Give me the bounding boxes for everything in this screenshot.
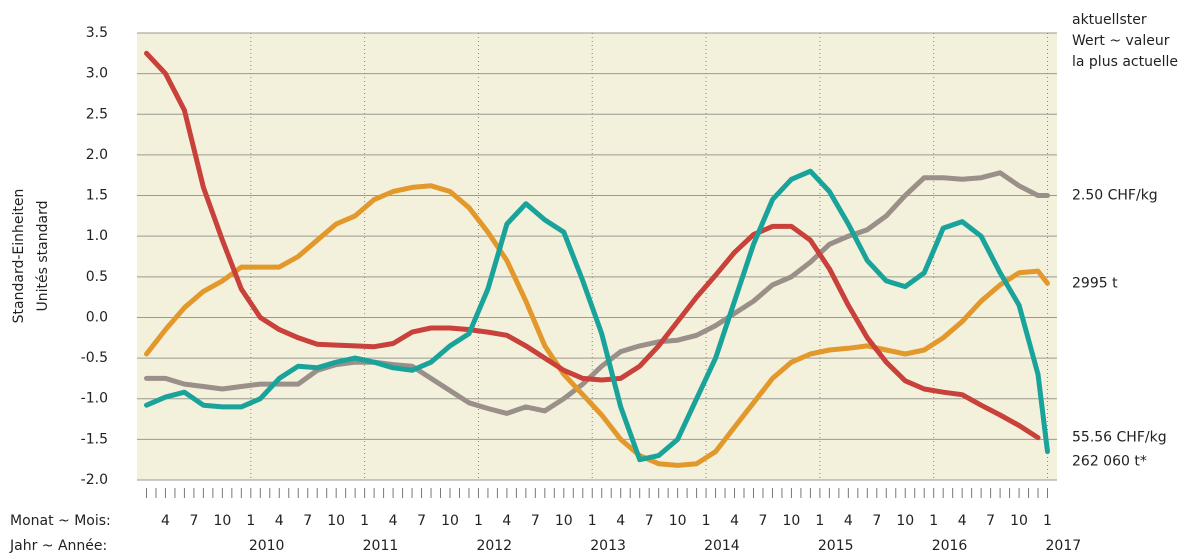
x-tick-label: 4 bbox=[389, 513, 398, 529]
series-line bbox=[144, 168, 1050, 463]
x-tick-label: 1 bbox=[588, 513, 597, 529]
x-tick-label: 4 bbox=[844, 513, 853, 529]
y-tick-label: -1.5 bbox=[81, 431, 108, 447]
x-tick-label: 1 bbox=[246, 513, 255, 529]
x-tick-label: 7 bbox=[759, 513, 768, 529]
y-tick-label: -1.0 bbox=[81, 391, 108, 407]
x-tick-label: 10 bbox=[213, 513, 231, 529]
year-label: 2017 bbox=[1046, 538, 1082, 554]
x-tick-label: 7 bbox=[986, 513, 995, 529]
x-tick-label: 4 bbox=[275, 513, 284, 529]
series-line bbox=[144, 183, 1050, 468]
y-tick-label: 3.5 bbox=[86, 25, 108, 41]
annotation: aktuellster bbox=[1072, 12, 1147, 28]
x-tick-label: 1 bbox=[474, 513, 483, 529]
plot-background bbox=[137, 33, 1057, 480]
x-tick-label: 1 bbox=[815, 513, 824, 529]
x-tick-label: 1 bbox=[929, 513, 938, 529]
x-tick-label: 7 bbox=[872, 513, 881, 529]
x-tick-label: 10 bbox=[783, 513, 801, 529]
y-axis-title: Standard-Einheiten bbox=[11, 189, 27, 324]
end-label: 55.56 CHF/kg bbox=[1072, 430, 1167, 446]
end-label: 2.50 CHF/kg bbox=[1072, 188, 1158, 204]
annotation: Wert ~ valeur bbox=[1072, 33, 1170, 49]
x-tick-label: 4 bbox=[730, 513, 739, 529]
x-tick-label: 1 bbox=[1043, 513, 1052, 529]
year-label: 2011 bbox=[363, 538, 399, 554]
x-tick-label: 4 bbox=[161, 513, 170, 529]
x-tick-label: 10 bbox=[327, 513, 345, 529]
year-label: 2010 bbox=[249, 538, 285, 554]
y-tick-label: 0.5 bbox=[86, 269, 108, 285]
year-label: 2016 bbox=[932, 538, 968, 554]
y-tick-label: 2.5 bbox=[86, 106, 108, 122]
x-tick-label: 10 bbox=[1010, 513, 1028, 529]
x-tick-label: 7 bbox=[417, 513, 426, 529]
y-tick-label: 0.0 bbox=[86, 309, 108, 325]
y-tick-label: -2.0 bbox=[81, 472, 108, 488]
year-label: 2013 bbox=[590, 538, 626, 554]
x-tick-label: 7 bbox=[303, 513, 312, 529]
end-label: 2995 t bbox=[1072, 275, 1118, 291]
y-tick-label: 1.5 bbox=[86, 188, 108, 204]
x-tick-label: 1 bbox=[702, 513, 711, 529]
x-tick-label: 10 bbox=[896, 513, 914, 529]
x-tick-label: 4 bbox=[958, 513, 967, 529]
x-row-label: Monat ~ Mois: bbox=[10, 513, 111, 529]
x-tick-label: 7 bbox=[531, 513, 540, 529]
y-axis-title: Unités standard bbox=[35, 201, 51, 312]
y-tick-label: 3.0 bbox=[86, 66, 108, 82]
y-tick-label: 1.0 bbox=[86, 228, 108, 244]
x-tick-label: 4 bbox=[502, 513, 511, 529]
series-line bbox=[144, 170, 1050, 416]
x-tick-label: 10 bbox=[669, 513, 687, 529]
x-tick-label: 7 bbox=[189, 513, 198, 529]
annotation: la plus actuelle bbox=[1072, 54, 1178, 70]
end-label: 262 060 t* bbox=[1072, 454, 1147, 470]
year-label: 2012 bbox=[476, 538, 512, 554]
x-tick-label: 10 bbox=[441, 513, 459, 529]
x-tick-label: 4 bbox=[616, 513, 625, 529]
year-label: 2014 bbox=[704, 538, 740, 554]
x-tick-label: 10 bbox=[555, 513, 573, 529]
y-tick-label: -0.5 bbox=[81, 350, 108, 366]
series-line bbox=[144, 50, 1041, 441]
x-tick-label: 7 bbox=[645, 513, 654, 529]
x-row-label: Jahr ~ Année: bbox=[9, 538, 107, 554]
x-tick-label: 1 bbox=[360, 513, 369, 529]
year-label: 2015 bbox=[818, 538, 854, 554]
y-tick-label: 2.0 bbox=[86, 147, 108, 163]
